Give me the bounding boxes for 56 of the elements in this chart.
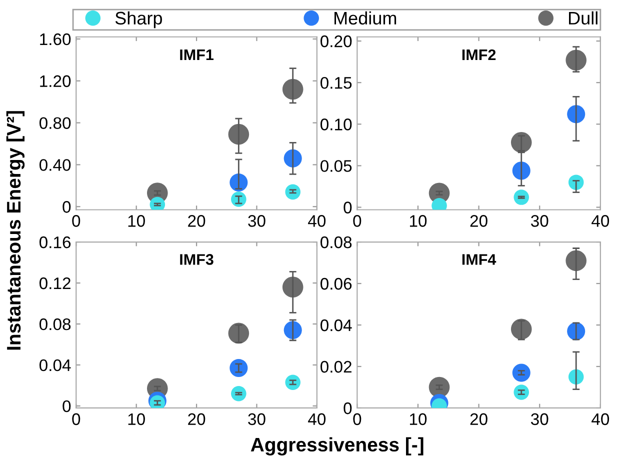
x-tick-label: 0 [72,413,80,426]
x-tick-label: 30 [530,215,548,227]
y-tick-label: 0.20 [320,35,352,48]
x-tick-label: 20 [188,215,206,227]
point [282,78,304,100]
y-tick-label: 0 [62,400,71,412]
x-tick-label: 30 [248,215,266,227]
y-tick-label: 0.12 [39,277,70,290]
legend-label: Dull [569,11,598,25]
text: IMF4 [462,254,496,265]
y-tick-label: 0.04 [320,319,352,332]
x-tick-label: 10 [410,413,427,426]
y-tick-label: 0.15 [320,76,352,89]
x-tick-label: 40 [592,215,610,227]
text: IMF3 [180,254,214,265]
x-tick-label: 0 [353,215,362,227]
x-tick-label: 10 [128,413,145,426]
point [228,124,250,145]
x-tick-label: 10 [410,215,427,227]
text: IMF1 [180,50,214,60]
point [566,250,587,272]
y-tick-label: 0.80 [39,117,71,129]
x-tick-label: 20 [470,413,488,426]
y-tick-label: 1.60 [40,33,71,46]
x-tick-label: 20 [188,413,206,426]
x-tick-label: 30 [530,413,548,426]
x-tick-label: 20 [470,215,488,227]
y-tick-label: 0.06 [320,278,352,290]
x-axis-title: Aggressiveness [-] [250,437,424,456]
x-tick-label: 30 [248,413,266,426]
x-tick-label: 0 [72,215,80,227]
x-tick-label: 40 [308,215,326,227]
y-tick-label: 0 [344,202,352,214]
y-tick-label: 0 [62,201,71,213]
y-tick-label: 0.08 [320,236,352,248]
y-tick-label: 0.02 [320,360,352,373]
y-tick-label: 0.16 [39,236,71,248]
x-tick-label: 40 [592,413,610,426]
y-tick-label: 0.04 [39,359,71,372]
y-tick-label: 0.10 [320,118,352,130]
point [514,190,530,205]
point [512,364,530,382]
x-tick-label: 0 [353,413,362,426]
y-tick-label: 0.40 [39,159,71,171]
point [282,276,304,298]
y-axis-title: Instantaneous Energy [V²] [6,111,25,350]
legend-label: Sharp [115,11,162,28]
legend-label: Medium [334,11,396,25]
x-tick-label: 40 [308,413,326,426]
point [566,50,587,71]
x-tick-label: 10 [128,215,145,227]
y-tick-label: 0 [344,402,352,414]
y-tick-label: 1.20 [40,75,71,88]
text: IMF2 [462,49,496,60]
y-tick-label: 0.05 [320,160,352,172]
y-tick-label: 0.08 [39,318,71,330]
